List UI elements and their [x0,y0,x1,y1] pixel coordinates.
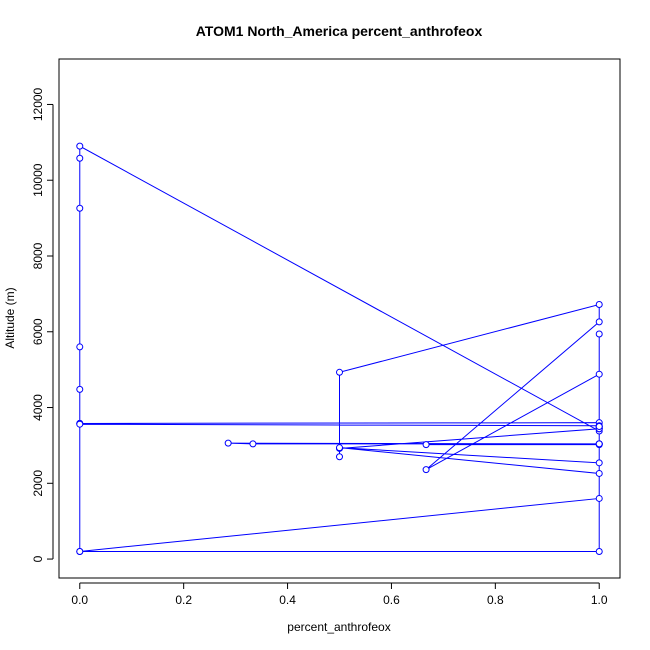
data-point [595,547,603,555]
y-tick-label: 0 [31,555,45,562]
y-tick-label: 12000 [31,87,45,121]
y-axis: 0 2000 4000 6000 8000 10000 12000 [31,87,54,562]
x-tick-label: 0.8 [487,593,504,607]
x-tick-label: 0.6 [383,593,400,607]
x-tick-label: 1.0 [591,593,608,607]
x-tick-label: 0.0 [71,593,88,607]
data-point [76,204,84,212]
x-axis: 0.0 0.2 0.4 0.6 0.8 1.0 [71,582,608,607]
data-point [76,343,84,351]
series-line [79,145,600,552]
data-point [76,142,84,150]
chart-title: ATOM1 North_America percent_anthrofeox [196,23,483,39]
y-axis-label: Altitude (m) [3,287,17,348]
data-point [76,385,84,393]
x-axis-label: percent_anthrofeox [287,620,390,634]
data-point [336,368,343,376]
data-point [76,420,84,428]
data-point [595,370,603,378]
data-point [422,466,430,474]
data-point [422,441,430,449]
x-tick-label: 0.2 [175,593,192,607]
data-point [224,439,232,447]
plot-area-frame [58,58,621,579]
data-point [249,440,257,448]
y-tick-label: 4000 [31,394,45,421]
data-point [336,453,343,461]
data-point [595,440,603,448]
data-point [76,154,84,162]
data-point [595,459,603,467]
series-layer [76,142,603,555]
data-point [76,547,84,555]
data-point [595,494,603,502]
y-tick-label: 2000 [31,470,45,497]
data-point [595,318,603,326]
x-tick-label: 0.4 [279,593,296,607]
y-tick-label: 8000 [31,242,45,269]
data-point [595,330,603,338]
data-point [595,300,603,308]
data-point [595,469,603,477]
data-point [595,422,603,430]
y-tick-label: 10000 [31,163,45,197]
data-point [336,444,343,452]
y-tick-label: 6000 [31,318,45,345]
